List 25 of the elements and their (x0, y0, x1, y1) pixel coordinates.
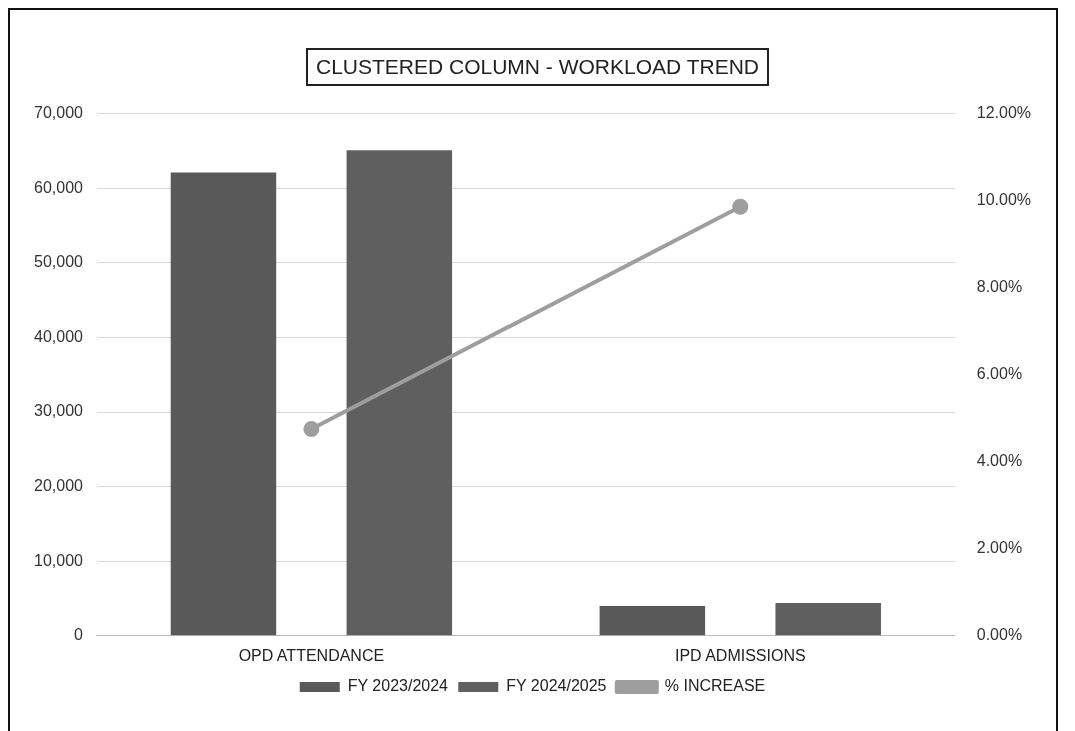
y-tick-label: 10,000 (34, 551, 84, 569)
y-tick-label: 20,000 (34, 477, 84, 495)
x-tick-label: OPD ATTENDANCE (238, 646, 385, 664)
x-tick-label: IPD ADMISSIONS (674, 646, 806, 664)
y-tick-label: 70,000 (34, 104, 84, 122)
bar (775, 602, 881, 636)
y2-tick-label: 6.00% (976, 365, 1023, 383)
y-tick-label: 50,000 (34, 253, 84, 271)
y-tick-label: 0 (74, 626, 84, 644)
bar (599, 605, 706, 636)
y-tick-label: 30,000 (34, 402, 84, 420)
y2-tick-label: 8.00% (976, 278, 1023, 296)
legend-label: % INCREASE (664, 677, 766, 695)
y2-tick-label: 0.00% (976, 626, 1023, 644)
y-tick-label: 40,000 (34, 327, 84, 345)
bar (170, 172, 277, 636)
y2-tick-label: 10.00% (976, 191, 1031, 209)
y2-tick-label: 12.00% (976, 104, 1031, 122)
bar (346, 150, 453, 636)
legend-label: FY 2024/2025 (506, 677, 607, 695)
y2-tick-label: 4.00% (976, 452, 1023, 470)
chart-title: CLUSTERED COLUMN - WORKLOAD TREND (306, 48, 769, 86)
y-tick-label: 60,000 (34, 178, 84, 196)
legend-label: FY 2023/2024 (347, 677, 449, 695)
y2-tick-label: 2.00% (976, 539, 1023, 557)
